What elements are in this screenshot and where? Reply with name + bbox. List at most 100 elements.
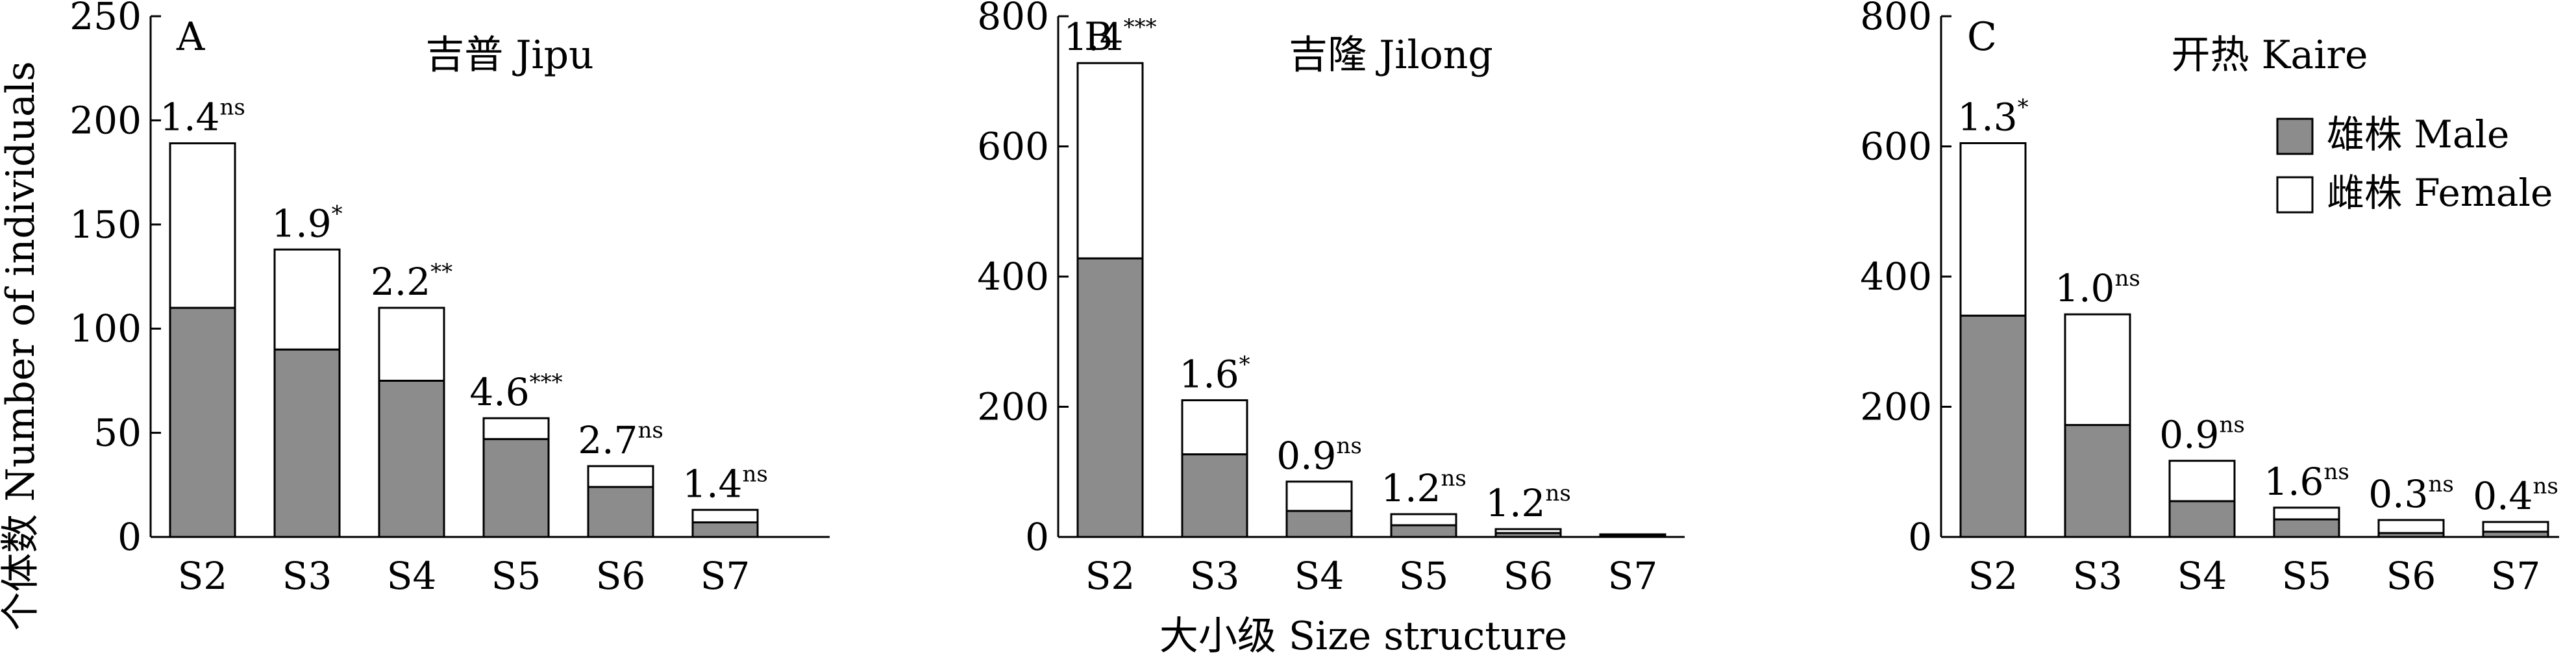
bar-ratio-label: 1.2ns [1485,480,1571,525]
y-tick-label: 250 [69,0,142,38]
y-tick-label: 50 [93,411,142,455]
y-axis-title: 个体数 Number of individuals [0,61,43,631]
bar-ratio-label: 0.9ns [2159,412,2245,457]
bar-female-s2 [1076,62,1144,260]
x-axis-title: 大小级 Size structure [1159,614,1567,659]
x-tick-label: S2 [1085,554,1135,598]
bar-female-s3 [1181,399,1248,456]
x-tick-label: S2 [1968,554,2018,598]
y-tick-label: 200 [69,98,142,142]
chart-panels: 0 50 100 150 200 250 A 吉普 Jipu S2 1.4ns S3 1.9* S4 2.… [69,0,2559,598]
bar-female-s5 [1390,513,1457,527]
bar-female-s7 [691,508,759,524]
bar-female-s6 [2377,519,2445,534]
x-tick-label: S6 [1504,554,1554,598]
bar-male-s5 [482,438,550,538]
x-tick-label: S3 [1190,554,1240,598]
y-tick-label: 200 [977,385,1049,429]
bar-male-s4 [378,379,445,538]
y-tick-label: 600 [977,125,1049,169]
y-tick-label: 800 [1860,0,1932,38]
panel-b: 0 200 400 600 800 B 吉隆 Jilong S2 1.4*** S3 1.6* S4 0… [977,0,1685,598]
bar-male-s3 [2064,424,2131,538]
bar-male-s5 [1390,524,1457,538]
bar-ratio-label: 1.6ns [2264,459,2349,504]
bar-male-s2 [1959,314,2027,538]
bar-female-s2 [1959,142,2027,317]
x-tick-label: S7 [2491,554,2541,598]
bar-ratio-label: 1.4ns [682,461,768,506]
bar-female-s7 [2482,521,2549,533]
x-tick-label: S5 [2282,554,2332,598]
legend-swatch [2276,176,2314,214]
panel-letter: A [176,14,205,60]
legend-label: 雌株 Female [2327,171,2553,215]
bar-ratio-label: 0.4ns [2473,473,2558,518]
bar-male-s4 [2168,500,2236,538]
x-tick-label: S6 [596,554,646,598]
bar-female-s3 [2064,313,2131,427]
bar-male-s3 [1181,453,1248,538]
y-tick-label: 600 [1860,125,1932,169]
legend: 雄株 Male 雌株 Female [2276,112,2553,215]
bar-female-s4 [2168,460,2236,503]
bar-female-s3 [273,248,341,351]
y-tick-label: 100 [69,306,142,351]
y-tick-label: 800 [977,0,1049,38]
legend-swatch [2276,118,2314,155]
x-tick-label: S4 [1294,554,1344,598]
x-tick-label: S5 [491,554,541,598]
panel-a: 0 50 100 150 200 250 A 吉普 Jipu S2 1.4ns S3 1.9* S4 2.… [69,0,830,598]
bar-male-s2 [1076,257,1144,538]
bar-male-s2 [169,306,236,538]
bar-ratio-label: 1.4*** [1063,14,1156,59]
panel-c: 0 200 400 600 800 C 开热 Kaire S2 1.3* S3 1.0ns S4 0.9… [1860,0,2559,598]
bar-ratio-label: 1.0ns [2055,266,2140,310]
bar-ratio-label: 1.6* [1179,351,1250,396]
bar-ratio-label: 1.3* [1957,94,2028,139]
bar-male-s3 [273,348,341,538]
bar-ratio-label: 1.2ns [1381,466,1467,510]
bar-female-s6 [587,465,654,488]
bar-ratio-label: 1.9* [271,201,342,245]
x-tick-label: S3 [2073,554,2123,598]
bar-male-s5 [2273,518,2340,538]
x-tick-label: S2 [178,554,228,598]
bar-ratio-label: 0.9ns [1276,433,1362,478]
bar-ratio-label: 1.4ns [160,95,245,140]
y-tick-label: 0 [1908,515,1932,559]
y-tick-label: 400 [1860,255,1932,299]
y-tick-label: 150 [69,203,142,247]
bar-female-s4 [1285,480,1353,512]
y-tick-label: 0 [1025,515,1049,559]
bar-male-s6 [587,486,654,538]
bar-female-s5 [2273,506,2340,521]
x-tick-label: S4 [387,554,437,598]
bar-ratio-label: 4.6*** [469,369,562,414]
panel-letter: C [1967,14,1997,60]
x-tick-label: S3 [282,554,332,598]
bar-ratio-label: 2.2** [371,259,452,304]
bar-female-s4 [378,306,445,382]
panel-title: 吉隆 Jilong [1289,32,1493,78]
x-tick-label: S7 [1608,554,1658,598]
panel-title: 吉普 Jipu [425,32,593,78]
bar-female-s7 [1599,533,1666,537]
panel-title: 开热 Kaire [2171,32,2368,78]
y-tick-label: 0 [118,515,142,559]
x-tick-label: S4 [2177,554,2227,598]
x-tick-label: S5 [1399,554,1449,598]
y-tick-label: 400 [977,255,1049,299]
x-tick-label: S6 [2386,554,2436,598]
legend-label: 雄株 Male [2327,112,2509,156]
y-tick-label: 200 [1860,385,1932,429]
bar-female-s5 [482,417,550,440]
bar-female-s6 [1494,528,1562,534]
x-tick-label: S7 [700,554,750,598]
bar-male-s7 [691,521,759,538]
bar-male-s4 [1285,510,1353,538]
bar-female-s2 [169,142,236,309]
bar-ratio-label: 2.7ns [578,417,663,462]
bar-ratio-label: 0.3ns [2368,471,2454,516]
